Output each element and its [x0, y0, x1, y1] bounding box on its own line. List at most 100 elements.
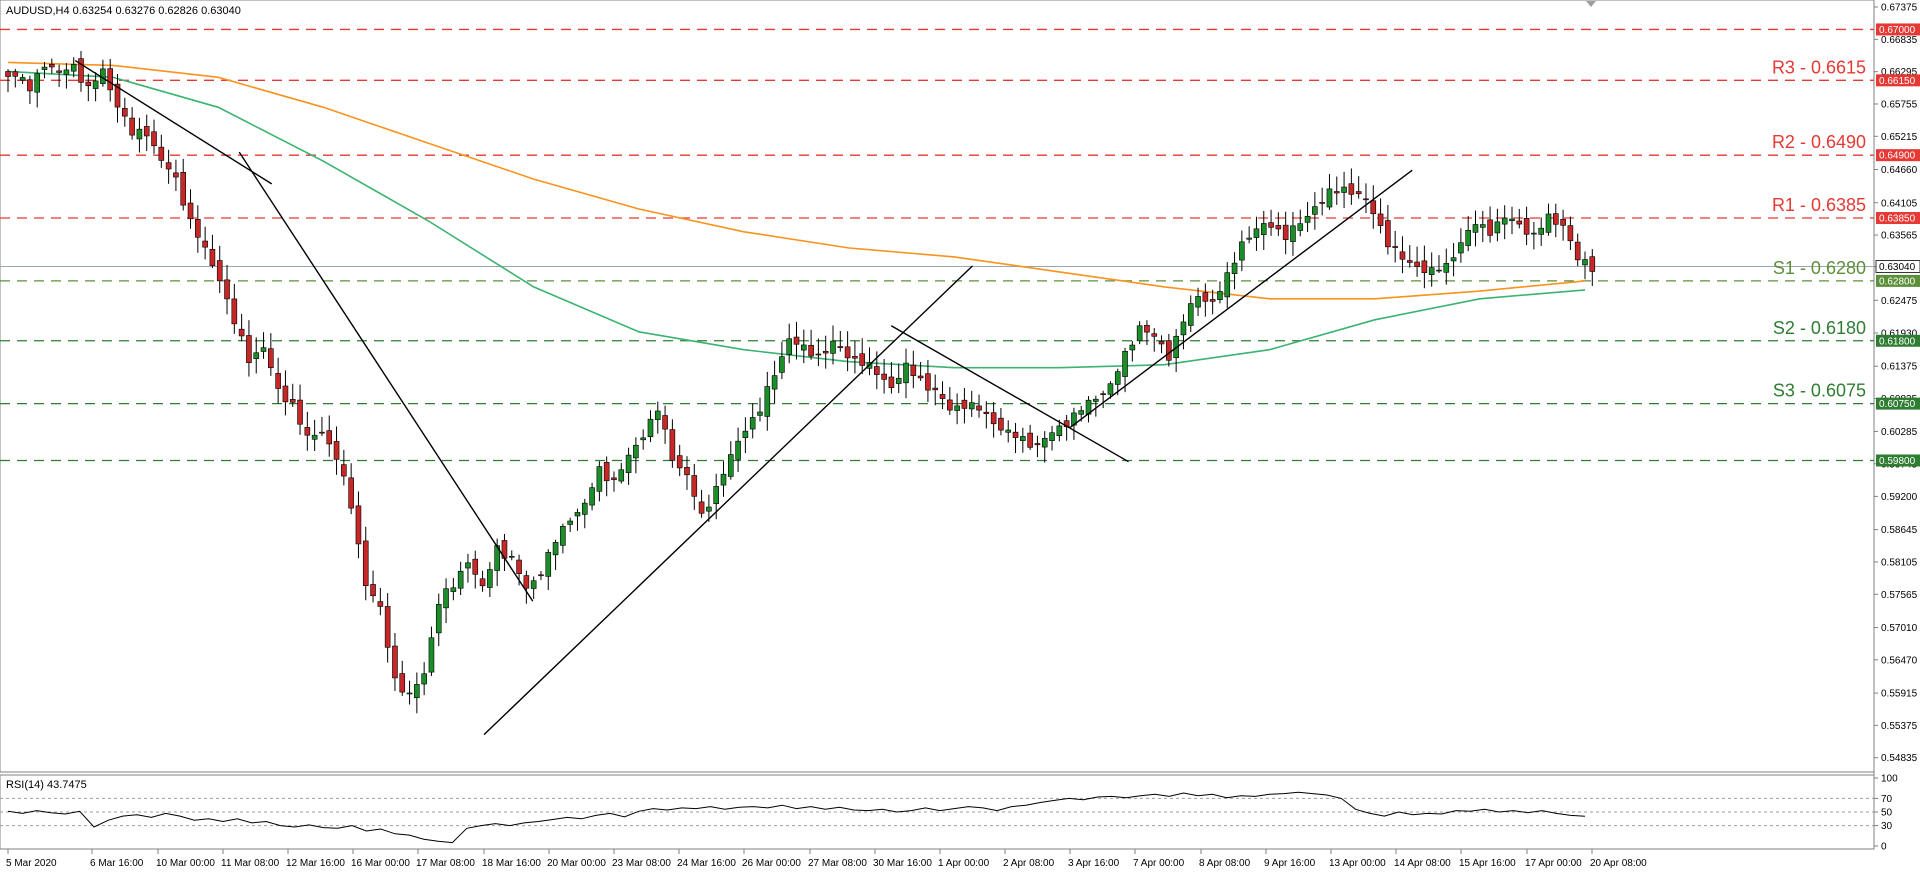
rsi-label: RSI(14) 43.7475	[6, 779, 87, 791]
candle-body	[1312, 206, 1318, 215]
candle-body	[881, 373, 887, 380]
candle-body	[669, 429, 676, 461]
candle-body	[122, 108, 128, 117]
candle-body	[1209, 299, 1216, 302]
candle-body	[691, 475, 698, 497]
price-tick-label: 0.58105	[1881, 557, 1918, 568]
candle-body	[1005, 429, 1012, 433]
candle-body	[1443, 263, 1450, 273]
rsi-tick-label: 70	[1881, 794, 1893, 805]
candle-body	[859, 353, 866, 366]
candle-body	[1297, 223, 1304, 231]
candle-body	[253, 352, 260, 359]
candle-body	[1450, 257, 1457, 262]
trendline	[483, 265, 973, 736]
candle-body	[1078, 410, 1085, 415]
level-price-tag	[1876, 274, 1920, 287]
candle-body	[1501, 217, 1508, 225]
price-tick-label: 0.54835	[1881, 753, 1918, 764]
level-price-tag-label: 0.60750	[1879, 399, 1916, 410]
level-labels: R3 - 0.6615 R2 - 0.6490 R1 - 0.6385 S1 - 0.…	[1772, 57, 1866, 400]
candle-body	[41, 66, 48, 70]
candle-body	[1574, 241, 1581, 261]
candles	[5, 50, 1596, 714]
candle-body	[231, 298, 238, 325]
candle-body	[990, 412, 997, 425]
candle-body	[917, 375, 924, 379]
candle-body	[662, 415, 668, 430]
candle-body	[1516, 220, 1523, 225]
candle-body	[34, 73, 41, 93]
candle-body	[1253, 228, 1260, 238]
level-price-tag-label: 0.62800	[1879, 276, 1916, 287]
candle-body	[377, 601, 384, 607]
price-tick-label: 0.55915	[1881, 689, 1918, 700]
candle-body	[1187, 303, 1194, 326]
candle-body	[1494, 221, 1501, 234]
candle-body	[545, 552, 552, 577]
current-price-tag	[1875, 260, 1920, 274]
candle-body	[216, 260, 223, 282]
candle-body	[1122, 350, 1128, 377]
candle-body	[1020, 436, 1026, 441]
price-tick-label: 0.67375	[1881, 3, 1918, 14]
candle-body	[589, 487, 595, 506]
level-price-tags: 0.67000 0.66150 0.64900 0.63850 0.62800 0.618…	[1875, 23, 1920, 467]
candle-body	[311, 434, 318, 440]
candle-body	[1341, 186, 1347, 193]
price-tick-label: 0.66835	[1881, 35, 1918, 46]
candle-body	[939, 394, 946, 399]
candle-body	[1355, 191, 1362, 195]
candle-body	[925, 373, 931, 391]
candle-body	[706, 506, 712, 512]
time-axis: 5 Mar 2020 6 Mar 16:00 10 Mar 00:00 11 Mar …	[6, 849, 1647, 869]
level-price-tag-label: 0.67000	[1879, 25, 1916, 36]
candle-body	[1545, 213, 1552, 233]
candle-body	[151, 131, 157, 147]
level-price-tag	[1876, 397, 1920, 410]
candle-body	[1166, 340, 1172, 361]
candle-body	[1319, 202, 1325, 204]
candle-body	[654, 410, 661, 421]
time-tick-label: 17 Apr 00:00	[1525, 858, 1582, 869]
level-label: R3 - 0.6615	[1772, 57, 1866, 77]
candle-body	[625, 454, 632, 473]
rsi-line	[7, 791, 1586, 844]
candle-body	[465, 562, 471, 569]
price-tick-label: 0.58645	[1881, 525, 1918, 536]
candle-body	[27, 79, 33, 92]
candle-body	[1370, 200, 1377, 215]
candle-body	[633, 444, 639, 459]
candle-body	[282, 385, 289, 403]
candle-body	[275, 373, 281, 389]
candle-body	[1399, 251, 1406, 260]
time-tick-label: 7 Apr 00:00	[1133, 858, 1185, 869]
candle-body	[260, 347, 267, 352]
time-tick-label: 23 Mar 08:00	[612, 858, 671, 869]
candle-body	[5, 71, 11, 77]
trendline	[1069, 169, 1413, 429]
candle-body	[983, 411, 990, 414]
candle-body	[603, 462, 610, 482]
time-tick-label: 10 Mar 00:00	[156, 858, 215, 869]
candle-body	[1333, 191, 1340, 194]
candle-body	[406, 692, 413, 695]
candle-body	[246, 335, 252, 363]
candle-body	[698, 501, 705, 514]
candle-body	[129, 117, 135, 136]
candle-body	[1436, 269, 1442, 272]
candle-body	[516, 559, 522, 574]
candle-body	[611, 477, 617, 480]
candle-body	[895, 377, 902, 384]
candle-body	[173, 172, 179, 178]
candle-body	[202, 240, 208, 248]
candle-body	[443, 588, 449, 609]
moving-average-line	[7, 61, 1586, 300]
candle-body	[1421, 260, 1428, 274]
candle-body	[143, 126, 150, 137]
candle-body	[1093, 398, 1099, 402]
time-tick-label: 20 Apr 08:00	[1590, 858, 1647, 869]
rsi-tick-label: 50	[1881, 808, 1893, 819]
candle-body	[1107, 383, 1114, 395]
